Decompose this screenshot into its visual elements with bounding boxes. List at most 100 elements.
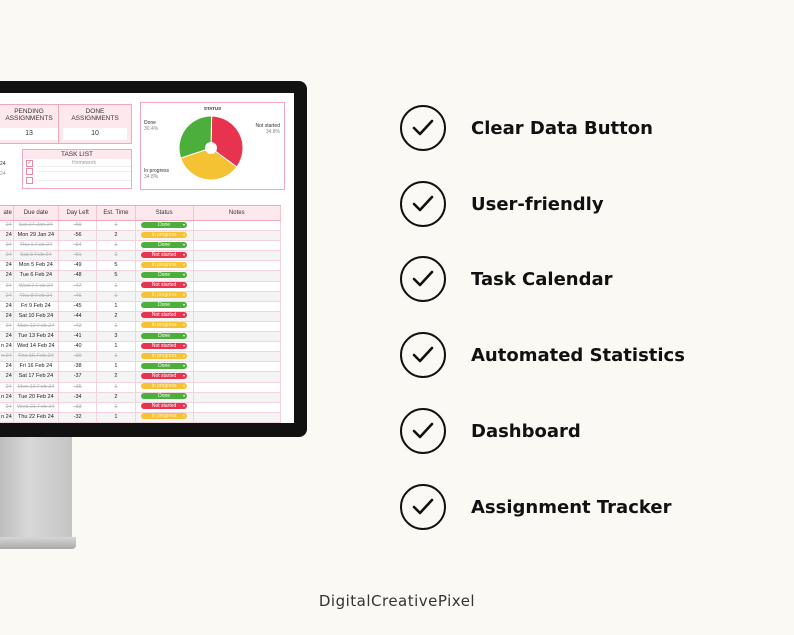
notes-cell[interactable]: [194, 332, 281, 342]
notes-cell[interactable]: [194, 251, 281, 261]
table-row: 24 Wed 21 Feb 24 -33 1 Not started: [0, 402, 281, 413]
status-dropdown[interactable]: Not started: [141, 282, 188, 289]
status-dropdown[interactable]: Not started: [141, 403, 188, 410]
status-dropdown[interactable]: In progress: [141, 352, 188, 359]
est-time-cell: 5: [97, 261, 136, 271]
notes-cell[interactable]: [194, 412, 281, 422]
table-row: 24 Tue 13 Feb 24 -41 3 Done: [0, 332, 281, 343]
day-left-cell: -41: [59, 332, 98, 342]
table-row: 24 Fri 9 Feb 24 -45 1 Done: [0, 301, 281, 312]
status-dropdown[interactable]: In progress: [141, 322, 188, 329]
status-dropdown[interactable]: In progress: [141, 292, 188, 299]
start-date-cell: 24: [0, 362, 14, 372]
task-checkbox[interactable]: ✓: [26, 159, 33, 167]
notes-cell[interactable]: [194, 382, 281, 392]
table-row: 24 Sat 17 Feb 24 -37 2 Not started: [0, 372, 281, 383]
notes-cell[interactable]: [194, 231, 281, 241]
table-row: 24 Mon 5 Feb 24 -49 5 In progress: [0, 261, 281, 272]
notes-cell[interactable]: [194, 392, 281, 402]
start-date-cell: 24: [0, 271, 14, 281]
status-dropdown[interactable]: In progress: [141, 231, 188, 238]
status-dropdown[interactable]: In progress: [141, 413, 188, 420]
status-dropdown[interactable]: In progress: [141, 261, 188, 268]
feature-item: Automated Statistics: [400, 332, 685, 378]
status-dropdown[interactable]: Done: [141, 272, 188, 279]
task-checkbox[interactable]: [26, 168, 33, 176]
status-dropdown[interactable]: Not started: [141, 312, 188, 319]
day-left-cell: -56: [59, 231, 98, 241]
day-left-cell: -59: [59, 221, 98, 231]
column-header-day-left: Day Left: [59, 206, 98, 220]
notes-cell[interactable]: [194, 311, 281, 321]
done-value: 10: [63, 128, 127, 140]
notes-cell[interactable]: [194, 261, 281, 271]
status-dropdown[interactable]: Not started: [141, 372, 188, 379]
feature-label: Dashboard: [471, 420, 581, 442]
notes-cell[interactable]: [194, 342, 281, 352]
day-left-cell: -46: [59, 291, 98, 301]
notes-cell[interactable]: [194, 271, 281, 281]
notes-cell[interactable]: [194, 291, 281, 301]
pie-center-hole: [205, 142, 217, 154]
day-left-cell: -54: [59, 241, 98, 251]
due-date-cell: Mon 29 Jan 24: [14, 231, 59, 241]
day-left-cell: -37: [59, 372, 98, 382]
status-pie-chart: [178, 115, 244, 181]
notes-cell[interactable]: [194, 372, 281, 382]
notes-cell[interactable]: [194, 221, 281, 231]
table-row: 24 Mon 12 Feb 24 -42 1 In progress: [0, 321, 281, 333]
status-dropdown[interactable]: In progress: [141, 383, 188, 390]
est-time-cell: 1: [97, 362, 136, 372]
column-header-est-time: Est. Time: [97, 206, 136, 220]
task-list-item[interactable]: [23, 176, 131, 185]
est-time-cell: 1: [97, 281, 136, 291]
notes-cell[interactable]: [194, 402, 281, 412]
notes-cell[interactable]: [194, 321, 281, 332]
start-date-cell: 24: [0, 221, 14, 231]
pie-label-done: Done 30.4%: [144, 120, 158, 132]
table-row: n 24 Thu 15 Feb 24 -39 1 In progress: [0, 352, 281, 363]
task-list-item[interactable]: ✓ Homework: [23, 159, 131, 168]
notes-cell[interactable]: [194, 241, 281, 251]
start-date-cell: 24: [0, 291, 14, 301]
status-dropdown[interactable]: Done: [141, 241, 188, 248]
status-dropdown[interactable]: Done: [141, 332, 188, 339]
notes-cell[interactable]: [194, 301, 281, 311]
task-text: Homework: [37, 160, 131, 167]
day-left-cell: -32: [59, 412, 98, 422]
checkmark-circle-icon: [400, 181, 446, 227]
status-dropdown[interactable]: Done: [141, 362, 188, 369]
status-dropdown[interactable]: Done: [141, 221, 188, 228]
status-cell: Not started: [136, 311, 194, 321]
status-dropdown[interactable]: Done: [141, 302, 188, 309]
notes-cell[interactable]: [194, 352, 281, 362]
status-cell: Done: [136, 392, 194, 402]
status-cell: Done: [136, 332, 194, 342]
est-time-cell: 5: [97, 271, 136, 281]
start-date-cell: 24: [0, 321, 14, 332]
feature-item: Clear Data Button: [400, 105, 653, 151]
status-dropdown[interactable]: Not started: [141, 342, 188, 349]
due-date-cell: Thu 15 Feb 24: [14, 352, 59, 362]
day-left-cell: -35: [59, 382, 98, 392]
task-checkbox[interactable]: [26, 176, 33, 184]
notes-cell[interactable]: [194, 362, 281, 372]
pie-label-not-started: Not started 34.8%: [256, 123, 280, 135]
pie-slice-not-started: [210, 115, 244, 168]
feature-item: Dashboard: [400, 408, 581, 454]
checkmark-circle-icon: [400, 332, 446, 378]
notes-cell[interactable]: [194, 281, 281, 291]
due-date-cell: Sat 17 Feb 24: [14, 372, 59, 382]
task-text: [37, 179, 131, 181]
start-date-cell: 24: [0, 281, 14, 291]
status-dropdown[interactable]: Not started: [141, 251, 188, 258]
table-row: 24 Sat 3 Feb 24 -51 2 Not started: [0, 251, 281, 262]
status-dropdown[interactable]: Done: [141, 393, 188, 400]
day-left-cell: -51: [59, 251, 98, 261]
est-time-cell: 2: [97, 372, 136, 382]
est-time-cell: 1: [97, 382, 136, 392]
monitor-stand-neck: [0, 437, 72, 539]
table-header: ate Due date Day Left Est. Time Status N…: [0, 205, 281, 221]
est-time-cell: 1: [97, 301, 136, 311]
task-list-item[interactable]: [23, 168, 131, 177]
